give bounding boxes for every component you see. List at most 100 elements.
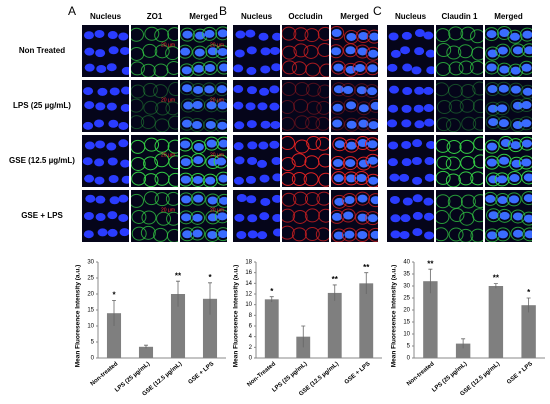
membrane bbox=[331, 116, 345, 131]
nucleus bbox=[182, 30, 193, 39]
error-bar bbox=[269, 296, 274, 302]
membrane bbox=[496, 153, 512, 168]
y-tick-label: 0 bbox=[249, 356, 253, 362]
nucleus bbox=[270, 120, 280, 129]
nucleus bbox=[498, 84, 509, 93]
nucleus bbox=[423, 197, 434, 206]
membrane bbox=[436, 82, 450, 97]
nucleus bbox=[389, 195, 400, 204]
membrane bbox=[305, 116, 321, 131]
membrane bbox=[485, 139, 500, 154]
nucleus bbox=[193, 85, 204, 94]
cells bbox=[83, 194, 129, 239]
nucleus bbox=[346, 32, 357, 41]
y-tick-label: 35 bbox=[403, 272, 410, 278]
nucleus bbox=[259, 174, 270, 183]
membrane bbox=[344, 117, 360, 132]
membrane bbox=[192, 45, 208, 60]
nucleus bbox=[193, 156, 204, 165]
nucleus bbox=[236, 194, 247, 203]
nucleus bbox=[94, 119, 105, 128]
membrane bbox=[507, 29, 523, 44]
nucleus bbox=[193, 142, 204, 151]
nucleus bbox=[343, 85, 354, 94]
y-tick-label: 25 bbox=[87, 276, 94, 282]
membrane bbox=[470, 29, 483, 44]
bar bbox=[455, 343, 471, 358]
nucleus bbox=[217, 212, 227, 221]
nucleus bbox=[207, 230, 218, 239]
nucleus bbox=[257, 159, 268, 168]
column-header: Claudin 1 bbox=[441, 12, 478, 21]
nucleus bbox=[236, 230, 247, 239]
nucleus bbox=[498, 119, 509, 128]
nucleus bbox=[107, 31, 118, 40]
membrane bbox=[519, 27, 532, 42]
membrane bbox=[469, 60, 483, 75]
nucleus bbox=[180, 158, 191, 167]
column-header: Occludin bbox=[288, 12, 322, 21]
membrane bbox=[216, 60, 227, 75]
nucleus bbox=[258, 32, 269, 41]
nucleus bbox=[83, 31, 94, 40]
significance: * bbox=[527, 288, 531, 297]
membrane bbox=[436, 155, 452, 170]
membrane bbox=[342, 193, 358, 208]
error-bar bbox=[112, 300, 116, 326]
nucleus bbox=[487, 231, 498, 240]
membrane bbox=[331, 171, 347, 186]
error-bar bbox=[332, 284, 337, 301]
nucleus bbox=[207, 47, 218, 56]
cells bbox=[485, 81, 532, 132]
membrane bbox=[180, 192, 194, 207]
nucleus bbox=[522, 30, 532, 39]
membrane bbox=[473, 154, 483, 169]
membrane bbox=[144, 26, 160, 41]
membrane bbox=[168, 82, 178, 97]
nucleus bbox=[488, 211, 499, 220]
membrane bbox=[519, 60, 532, 75]
membrane bbox=[496, 81, 512, 96]
membrane bbox=[521, 170, 532, 185]
membrane bbox=[204, 136, 220, 151]
nucleus bbox=[84, 101, 95, 110]
membrane bbox=[167, 139, 178, 154]
nucleus bbox=[412, 228, 423, 237]
nucleus bbox=[402, 87, 413, 96]
panel-letter: B bbox=[219, 4, 227, 18]
membrane bbox=[156, 211, 172, 226]
y-tick-label: 4 bbox=[249, 334, 253, 340]
nucleus bbox=[424, 157, 434, 166]
micrograph bbox=[436, 80, 483, 132]
y-tick-label: 30 bbox=[403, 284, 410, 290]
bar bbox=[521, 305, 536, 358]
significance: ** bbox=[493, 274, 500, 283]
membrane bbox=[436, 227, 449, 242]
membrane bbox=[458, 60, 474, 75]
nucleus bbox=[487, 49, 498, 58]
nucleus bbox=[401, 158, 412, 167]
nucleus bbox=[368, 121, 378, 130]
nucleus bbox=[118, 213, 129, 222]
cells bbox=[331, 82, 378, 132]
nucleus bbox=[269, 102, 280, 111]
column-header: Nucleus bbox=[395, 12, 427, 21]
nucleus bbox=[118, 121, 129, 130]
membrane bbox=[131, 27, 144, 42]
scale-bar-label: 20 µm bbox=[161, 207, 175, 213]
nucleus bbox=[368, 176, 378, 185]
nucleus bbox=[234, 156, 245, 165]
nucleus bbox=[107, 157, 118, 166]
nucleus bbox=[118, 194, 129, 203]
nucleus bbox=[269, 140, 280, 149]
panel-letter: C bbox=[373, 4, 382, 18]
significance: * bbox=[270, 287, 274, 296]
nucleus bbox=[95, 49, 106, 58]
nucleus bbox=[497, 46, 508, 55]
nucleus bbox=[367, 214, 378, 223]
membrane bbox=[365, 137, 378, 152]
membrane bbox=[190, 98, 206, 113]
nucleus bbox=[217, 29, 227, 38]
nucleus bbox=[497, 104, 508, 113]
membrane bbox=[202, 26, 218, 41]
